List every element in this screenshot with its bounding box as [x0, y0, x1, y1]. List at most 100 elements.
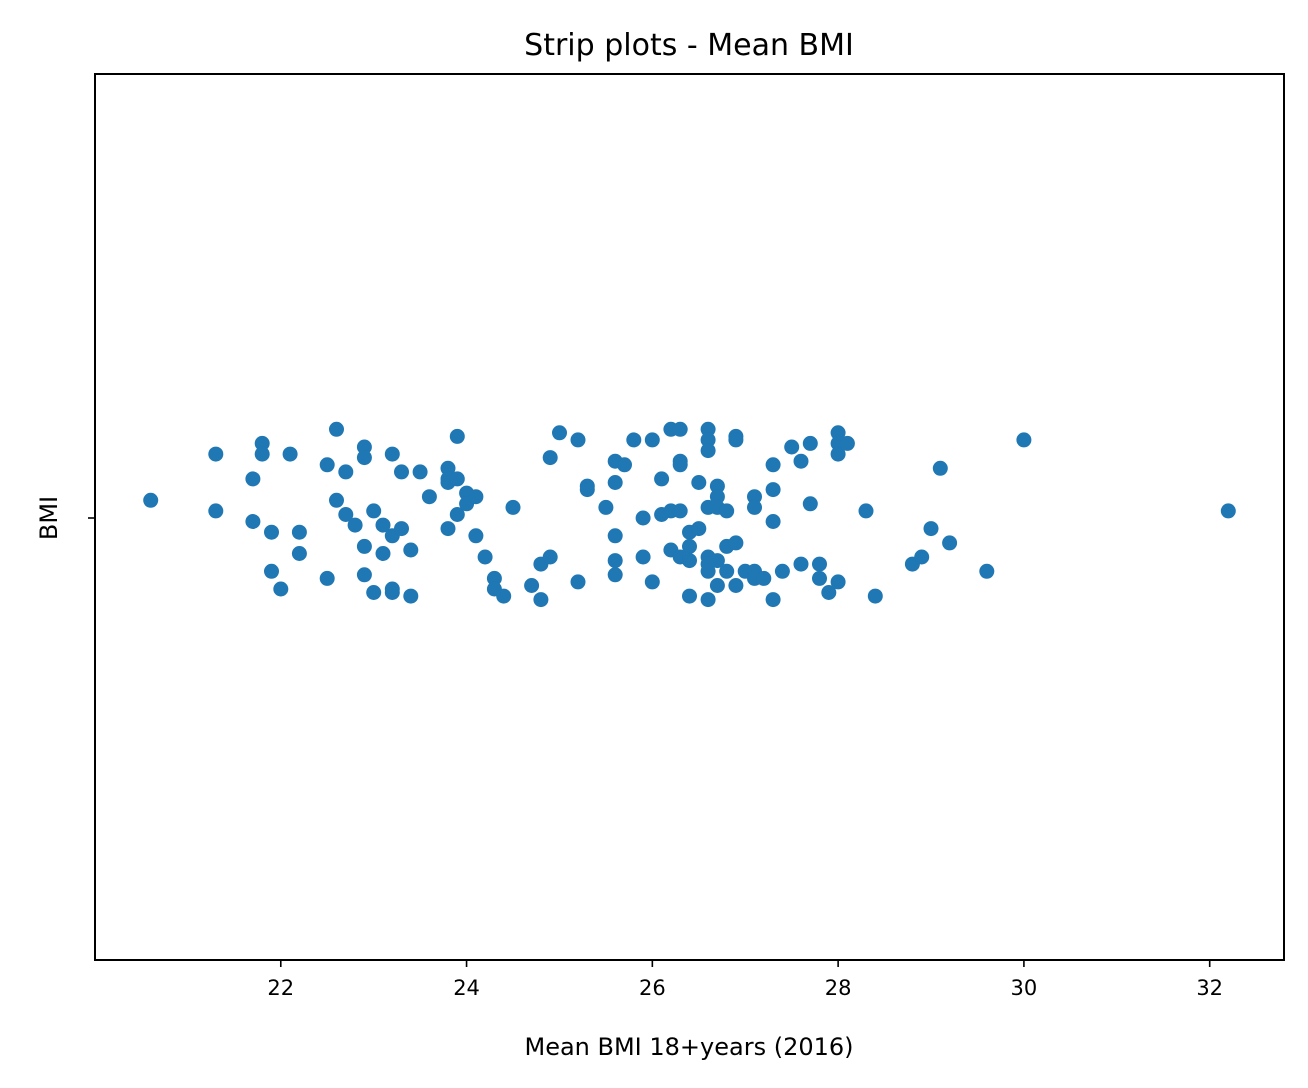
- data-point-90: [691, 475, 707, 490]
- data-point-142: [942, 535, 958, 551]
- data-point-19: [347, 517, 363, 533]
- data-point-2: [208, 503, 224, 519]
- x-axis-ticks: 22 24 26 28 30 32: [267, 960, 1223, 1000]
- data-point-70: [617, 457, 632, 473]
- x-tick-label-24: 24: [453, 976, 480, 1000]
- data-point-114: [747, 499, 762, 515]
- data-point-38: [440, 460, 456, 476]
- x-tick-label-32: 32: [1196, 976, 1223, 1000]
- data-point-136: [858, 503, 874, 519]
- data-point-36: [412, 464, 428, 480]
- data-point-10: [282, 446, 298, 462]
- data-point-13: [319, 457, 335, 473]
- data-point-37: [421, 489, 437, 505]
- x-tick-label-30: 30: [1011, 976, 1038, 1000]
- data-point-52: [496, 588, 512, 604]
- data-point-35: [403, 588, 419, 604]
- y-category-label: BMI: [35, 496, 63, 540]
- data-point-105: [719, 503, 735, 519]
- data-point-113: [747, 489, 762, 505]
- data-point-122: [774, 563, 790, 579]
- data-point-81: [672, 421, 688, 437]
- chart-title: Strip plots - Mean BMI: [524, 28, 854, 63]
- data-point-107: [719, 563, 735, 579]
- data-point-58: [542, 549, 558, 565]
- data-point-72: [635, 510, 651, 526]
- data-point-135: [839, 435, 855, 451]
- data-point-129: [812, 570, 827, 586]
- data-point-11: [291, 524, 307, 540]
- data-points: [143, 421, 1236, 608]
- data-point-110: [728, 535, 744, 551]
- data-point-42: [449, 428, 465, 444]
- data-point-61: [570, 574, 586, 590]
- data-point-139: [914, 549, 930, 565]
- data-point-73: [635, 549, 651, 565]
- data-point-21: [356, 450, 372, 466]
- data-point-23: [356, 567, 372, 583]
- data-point-131: [830, 425, 846, 441]
- data-point-60: [570, 432, 586, 448]
- data-point-91: [691, 521, 707, 537]
- plot-frame: [94, 73, 1285, 961]
- data-point-64: [598, 499, 614, 515]
- data-point-53: [505, 499, 521, 515]
- data-point-16: [329, 492, 344, 508]
- data-point-125: [793, 556, 809, 572]
- data-point-47: [468, 489, 484, 505]
- data-point-94: [700, 443, 716, 459]
- data-point-143: [979, 563, 995, 579]
- data-point-17: [338, 464, 354, 480]
- data-point-49: [477, 549, 493, 565]
- data-point-111: [728, 578, 744, 593]
- data-point-50: [486, 570, 502, 586]
- data-point-0: [143, 492, 159, 508]
- data-point-14: [319, 570, 335, 586]
- data-point-89: [682, 588, 697, 604]
- data-point-141: [932, 460, 948, 476]
- data-point-93: [700, 432, 716, 448]
- data-point-101: [709, 489, 725, 505]
- data-point-68: [607, 553, 623, 569]
- data-point-140: [923, 521, 939, 537]
- data-point-118: [765, 457, 781, 473]
- data-point-100: [709, 478, 725, 494]
- data-point-119: [765, 482, 781, 498]
- data-point-41: [440, 521, 456, 537]
- data-point-6: [254, 446, 270, 462]
- data-point-130: [821, 585, 837, 600]
- data-point-109: [728, 432, 744, 448]
- data-point-126: [802, 435, 818, 451]
- data-point-84: [672, 503, 688, 519]
- data-point-5: [254, 435, 270, 451]
- data-point-63: [579, 482, 595, 498]
- data-point-67: [607, 528, 623, 544]
- x-axis-label: Mean BMI 18+years (2016): [524, 1033, 853, 1061]
- data-point-117: [756, 570, 772, 586]
- data-point-20: [356, 439, 372, 455]
- data-point-98: [700, 563, 716, 579]
- data-point-59: [552, 425, 567, 441]
- data-point-31: [384, 581, 400, 597]
- data-point-28: [384, 446, 400, 462]
- data-point-88: [682, 553, 697, 569]
- data-point-92: [700, 421, 716, 437]
- data-point-124: [793, 453, 809, 469]
- data-point-7: [264, 524, 279, 540]
- data-point-69: [607, 567, 623, 583]
- data-point-103: [709, 553, 725, 569]
- data-point-3: [245, 471, 261, 487]
- data-point-76: [654, 471, 670, 487]
- x-tick-label-26: 26: [639, 976, 666, 1000]
- data-point-121: [765, 592, 781, 608]
- x-tick-label-22: 22: [267, 976, 294, 1000]
- data-point-123: [784, 439, 800, 455]
- data-point-104: [709, 578, 725, 593]
- data-point-8: [264, 563, 279, 579]
- data-point-34: [403, 542, 419, 558]
- data-point-134: [830, 574, 846, 590]
- data-point-128: [812, 556, 827, 572]
- data-point-74: [644, 432, 660, 448]
- data-point-32: [394, 464, 409, 480]
